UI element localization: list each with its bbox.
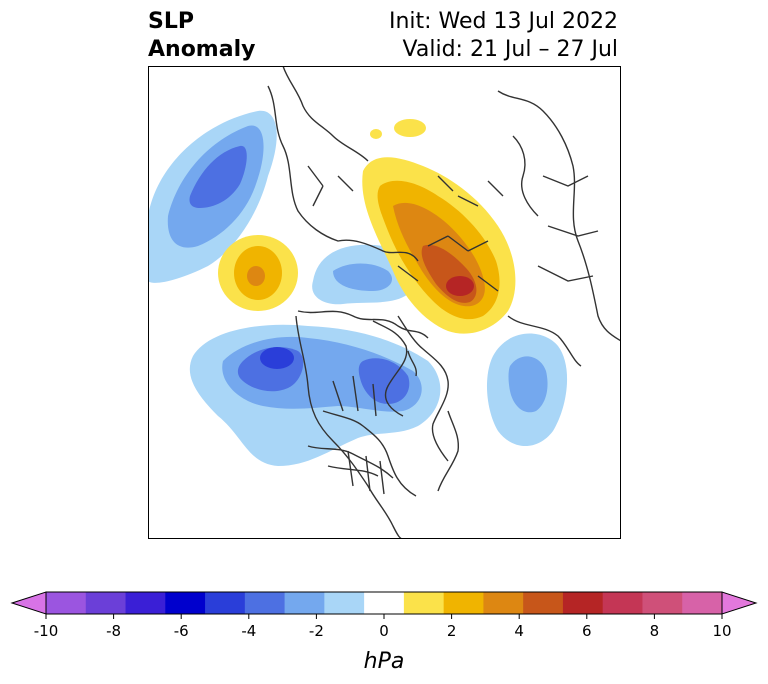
colorbar-ticks: -10 -8 -6 -4 -2 0 2 4 6 8 10 [34, 614, 732, 640]
colorbar-swatch [244, 592, 286, 614]
colorbar-unit-label: hPa [364, 649, 405, 674]
colorbar-swatch [443, 592, 484, 614]
colorbar-tick-label: 2 [447, 622, 457, 640]
coastlines [267, 66, 621, 539]
colorbar-swatch [562, 592, 604, 614]
colorbar-swatch [205, 592, 246, 614]
colorbar-tick-label: 0 [379, 622, 389, 640]
colorbar-swatch [523, 592, 564, 614]
colorbar-swatch [85, 592, 127, 614]
colorbar-tick-label: 4 [514, 622, 524, 640]
colorbar-swatch [602, 592, 643, 614]
map-title: SLP Anomaly [148, 8, 255, 64]
bering-high-contours [218, 235, 298, 311]
colorbar-tick-label: -6 [174, 622, 189, 640]
colorbar: -10 -8 -6 -4 -2 0 2 4 6 8 10 hPa [10, 591, 758, 674]
init-date: Init: Wed 13 Jul 2022 [388, 9, 618, 34]
colorbar-extend-max [721, 591, 758, 615]
north-america-low-contours [189, 324, 441, 466]
colorbar-tick-label: -8 [106, 622, 121, 640]
map-frame [148, 66, 621, 539]
colorbar-swatch [46, 592, 87, 614]
arctic-low-contours [312, 244, 412, 305]
colorbar-swatch [125, 592, 166, 614]
slp-anomaly-map [148, 66, 621, 539]
colorbar-tick-label: -4 [241, 622, 256, 640]
colorbar-tick-label: -10 [34, 622, 59, 640]
valid-range: Valid: 21 Jul – 27 Jul [402, 37, 618, 62]
colorbar-swatch [642, 592, 683, 614]
title-line-2: Anomaly [148, 37, 256, 62]
init-valid-info: Init: Wed 13 Jul 2022 Valid: 21 Jul – 27… [389, 8, 618, 64]
colorbar-tick-label: 10 [712, 622, 731, 640]
north-atlantic-low-contours [486, 333, 568, 446]
colorbar-extend-min [10, 591, 47, 615]
colorbar-swatch [284, 592, 325, 614]
colorbar-swatch [682, 592, 723, 614]
north-pacific-low-contours [148, 110, 277, 283]
colorbar-swatch [403, 592, 445, 614]
colorbar-swatch [165, 592, 206, 614]
colorbar-swatches [10, 591, 758, 615]
siberian-high-contours [362, 119, 516, 334]
colorbar-swatch [483, 592, 524, 614]
colorbar-swatch [324, 592, 365, 614]
colorbar-tick-label: 8 [650, 622, 660, 640]
colorbar-tick-label: 6 [582, 622, 592, 640]
title-line-1: SLP [148, 9, 194, 34]
colorbar-swatch [364, 592, 405, 614]
colorbar-tick-label: -2 [309, 622, 324, 640]
